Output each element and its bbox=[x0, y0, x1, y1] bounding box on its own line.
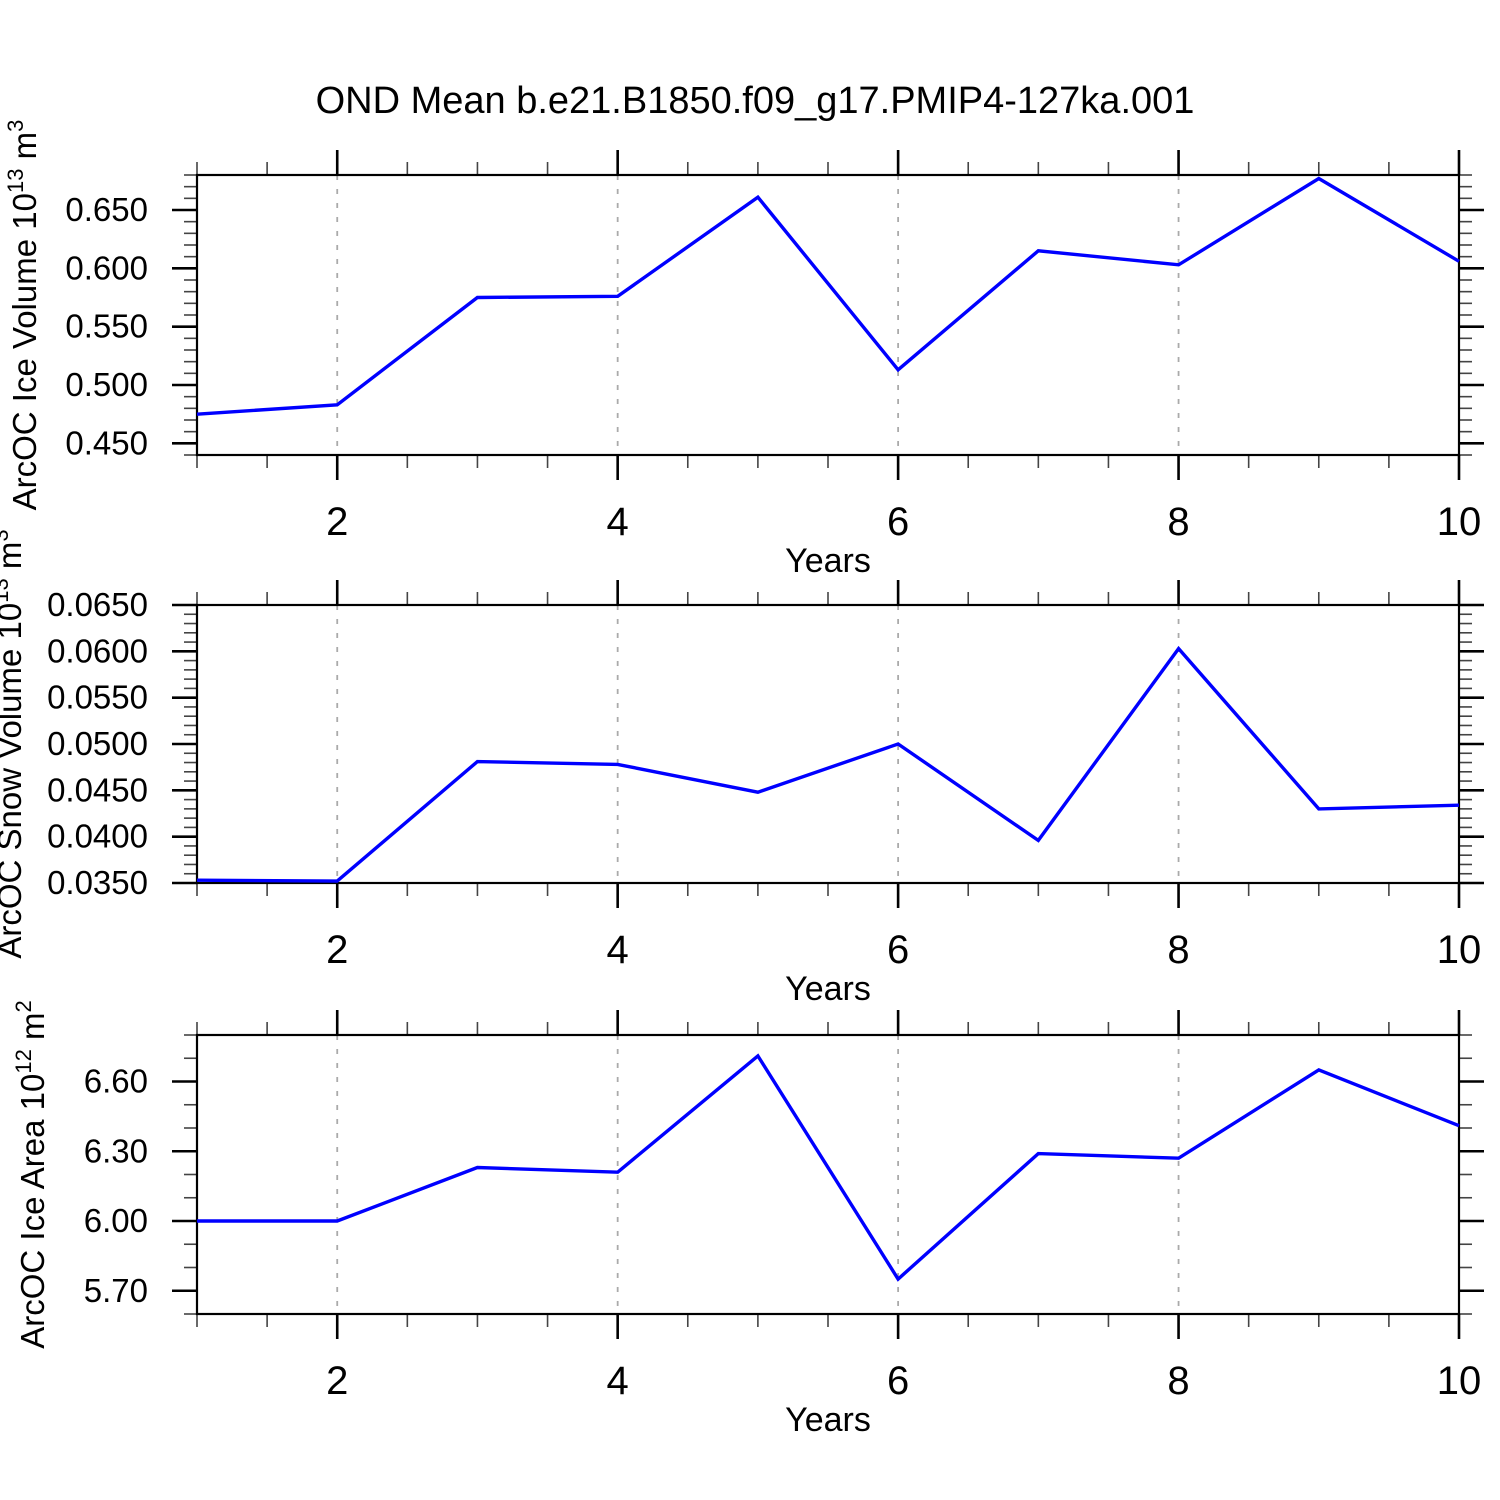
y-axis-label-text: m bbox=[6, 132, 43, 169]
y-tick-label: 6.00 bbox=[84, 1202, 148, 1239]
y-tick-label: 0.600 bbox=[65, 249, 148, 286]
y-axis-label-text: ArcOC Ice Area 10 bbox=[14, 1074, 51, 1349]
x-tick-label: 2 bbox=[326, 500, 348, 544]
x-tick-label: 8 bbox=[1167, 500, 1189, 544]
y-tick-label: 0.0650 bbox=[47, 586, 148, 623]
x-tick-label: 10 bbox=[1437, 1359, 1482, 1403]
x-tick-label: 6 bbox=[887, 928, 909, 972]
y-axis-label-sup: 3 bbox=[3, 120, 28, 132]
x-axis-label: Years bbox=[785, 1401, 871, 1439]
plot-border bbox=[195, 603, 1461, 885]
y-axis-label-sup: 3 bbox=[0, 529, 13, 541]
y-tick-label: 0.500 bbox=[65, 366, 148, 403]
y-axis-label-text: m bbox=[14, 1012, 51, 1049]
y-axis-label: ArcOC Ice Area 1012 m2 bbox=[11, 1000, 51, 1349]
y-axis-label-sup: 12 bbox=[11, 1049, 36, 1073]
chart-arcoc-ice-area: 2 4 6 8 10 5.70 6.00 6.30 6.60 Years ArcOC Ice Are… bbox=[11, 1000, 1484, 1439]
y-axis-label-text: ArcOC Ice Volume 10 bbox=[6, 193, 43, 510]
x-tick-label: 2 bbox=[326, 1359, 348, 1403]
x-axis-label: Years bbox=[785, 542, 871, 580]
chart-arcoc-ice-volume: 2 4 6 8 10 0.450 0.500 0.550 0.600 0.650 Years ArcO… bbox=[3, 120, 1484, 580]
y-tick-label: 0.650 bbox=[65, 191, 148, 228]
figure-title: OND Mean b.e21.B1850.f09_g17.PMIP4-127ka… bbox=[315, 80, 1195, 122]
y-tick-label: 0.0500 bbox=[47, 725, 148, 762]
y-tick-label: 0.0400 bbox=[47, 818, 148, 855]
y-tick-label: 0.450 bbox=[65, 424, 148, 461]
x-tick-label: 6 bbox=[887, 500, 909, 544]
x-tick-label: 4 bbox=[607, 928, 629, 972]
plot-border bbox=[195, 1033, 1461, 1316]
y-axis-label-sup: 13 bbox=[0, 578, 13, 602]
y-axis-label-text: ArcOC Snow Volume 10 bbox=[0, 603, 28, 959]
data-line bbox=[196, 176, 1460, 416]
plot-border bbox=[195, 173, 1461, 457]
x-tick-label: 10 bbox=[1437, 500, 1482, 544]
x-tick-label: 6 bbox=[887, 1359, 909, 1403]
x-tick-label: 10 bbox=[1437, 928, 1482, 972]
x-tick-label: 4 bbox=[607, 500, 629, 544]
y-tick-label: 0.0450 bbox=[47, 771, 148, 808]
x-tick-label: 2 bbox=[326, 928, 348, 972]
y-tick-label: 0.550 bbox=[65, 308, 148, 345]
y-axis-label-sup: 2 bbox=[11, 1000, 36, 1012]
x-tick-label: 8 bbox=[1167, 1359, 1189, 1403]
y-tick-label: 6.30 bbox=[84, 1132, 148, 1169]
x-tick-label: 8 bbox=[1167, 928, 1189, 972]
chart-arcoc-snow-volume: 2 4 6 8 10 0.0350 0.0400 0.0450 0.0500 0.0550 0.06… bbox=[0, 529, 1484, 1008]
y-axis-label-text: m bbox=[0, 542, 28, 579]
y-tick-label: 6.60 bbox=[84, 1063, 148, 1100]
y-axis-label: ArcOC Ice Volume 1013 m3 bbox=[3, 120, 43, 511]
x-tick-label: 4 bbox=[607, 1359, 629, 1403]
x-axis-label: Years bbox=[785, 970, 871, 1008]
y-tick-label: 0.0550 bbox=[47, 679, 148, 716]
y-axis-label: ArcOC Snow Volume 1013 m3 bbox=[0, 529, 28, 958]
data-line bbox=[197, 1053, 1460, 1282]
y-tick-label: 5.70 bbox=[84, 1272, 148, 1309]
y-tick-label: 0.0350 bbox=[47, 864, 148, 901]
y-tick-label: 0.0600 bbox=[47, 632, 148, 669]
y-axis-label-sup: 13 bbox=[3, 169, 28, 193]
data-line bbox=[196, 645, 1460, 883]
